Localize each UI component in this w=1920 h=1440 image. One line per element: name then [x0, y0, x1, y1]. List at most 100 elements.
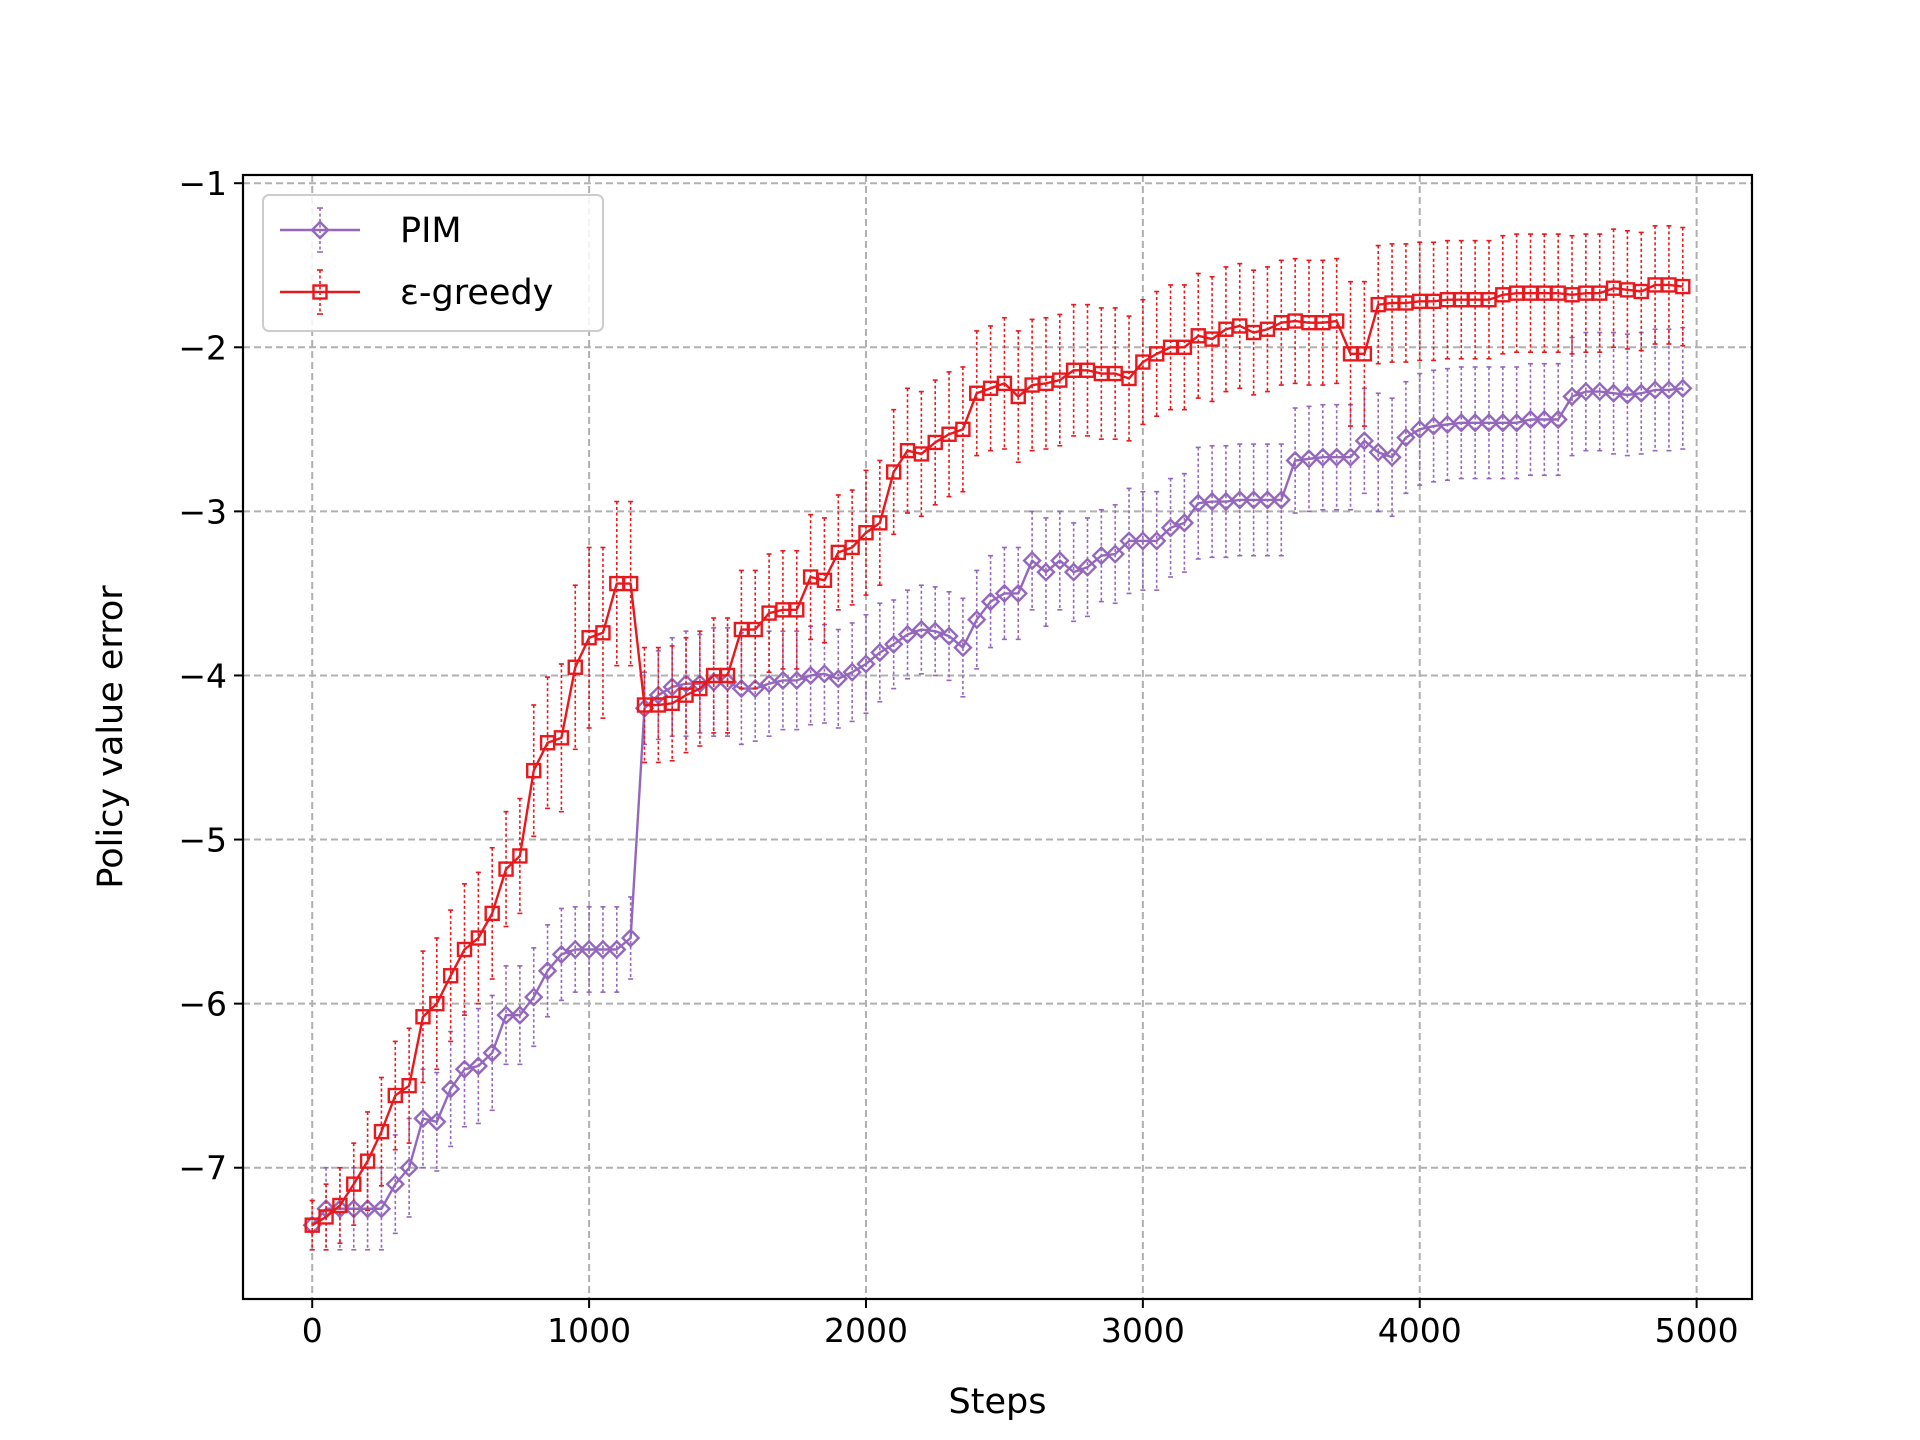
data-point: [429, 995, 445, 1012]
data-point: [553, 730, 570, 746]
data-point: [967, 609, 987, 630]
data-point: [399, 1158, 419, 1178]
x-tick-label: 0: [302, 1311, 323, 1350]
data-point: [1022, 550, 1042, 571]
data-point: [512, 848, 528, 864]
data-point: [387, 1087, 403, 1104]
data-point: [524, 987, 544, 1007]
data-point: [883, 634, 904, 654]
data-point: [484, 905, 500, 922]
data-point: [1204, 331, 1220, 347]
x-tick-label: 2000: [824, 1311, 908, 1350]
y-tick-label: −7: [178, 1149, 227, 1188]
data-point: [1479, 413, 1499, 433]
x-tick-label: 3000: [1101, 1311, 1185, 1350]
y-tick-label: −1: [178, 164, 227, 203]
data-point: [498, 861, 514, 877]
data-point: [470, 930, 487, 946]
data-point: [1328, 313, 1345, 329]
data-point: [620, 928, 641, 948]
data-point: [1271, 490, 1291, 510]
data-point: [442, 968, 459, 984]
data-point: [526, 762, 542, 779]
data-point: [607, 939, 627, 960]
y-tick-label: −3: [178, 492, 227, 531]
data-point: [468, 1056, 489, 1076]
data-point: [664, 695, 680, 712]
x-tick-label: 5000: [1655, 1311, 1739, 1350]
data-point: [1230, 490, 1250, 510]
data-point: [1520, 409, 1541, 430]
data-point: [1356, 346, 1373, 362]
x-tick-label: 1000: [547, 1311, 631, 1350]
data-point: [816, 572, 833, 588]
data-point: [980, 591, 1001, 612]
data-point: [1493, 413, 1513, 433]
data-point: [440, 1079, 461, 1099]
y-tick-label: −5: [178, 821, 227, 860]
data-point: [885, 464, 902, 480]
data-point: [953, 637, 973, 658]
data-point: [1077, 557, 1098, 577]
data-point: [373, 1123, 390, 1140]
data-point: [719, 667, 736, 684]
legend-label: ε-greedy: [400, 273, 553, 313]
data-point: [787, 670, 807, 691]
data-point: [1645, 380, 1665, 400]
data-point: [1160, 518, 1181, 538]
data-point: [1534, 409, 1555, 430]
series-epsilon-greedy: [304, 225, 1691, 1251]
data-point: [1576, 381, 1596, 402]
data-point: [567, 659, 583, 675]
legend-label: PIM: [400, 211, 462, 251]
data-point: [332, 1197, 348, 1214]
grid-lines: [243, 175, 1752, 1299]
data-point: [1257, 490, 1278, 510]
data-point: [955, 421, 971, 438]
data-point: [844, 539, 860, 556]
data-point: [1465, 413, 1485, 433]
data-point: [789, 602, 805, 618]
legend-entry-epsilon-greedy: ε-greedy: [280, 269, 553, 315]
data-point: [579, 939, 599, 960]
data-point: [731, 678, 752, 699]
y-tick-label: −2: [178, 328, 227, 367]
data-point: [482, 1043, 502, 1063]
data-point: [773, 670, 793, 691]
ticks: 0 1000 2000 3000 4000 5000 −7 −6 −5 −4 −3 −2 −1: [178, 164, 1738, 1350]
data-point: [1119, 531, 1139, 551]
data-point: [994, 583, 1015, 604]
data-point: [1451, 413, 1471, 433]
data-point: [565, 939, 585, 960]
legend-marker: [312, 284, 328, 300]
data-point: [537, 961, 558, 981]
data-point: [1382, 447, 1402, 467]
data-point: [1050, 550, 1070, 571]
data-point: [1121, 370, 1137, 387]
data-point: [925, 621, 945, 641]
data-point: [1243, 490, 1264, 510]
data-point: [1368, 442, 1388, 463]
data-point: [856, 654, 876, 674]
series-layer: [302, 225, 1693, 1251]
data-point: [870, 642, 890, 663]
legend-entry-pim: PIM: [280, 207, 462, 253]
legend: PIM ε-greedy: [262, 194, 604, 332]
data-point: [872, 515, 888, 531]
data-point: [747, 621, 763, 638]
data-point: [927, 434, 943, 451]
data-point: [1176, 339, 1193, 355]
data-point: [1354, 431, 1375, 451]
data-point: [622, 575, 639, 592]
data-point: [692, 680, 708, 697]
data-point: [1105, 544, 1125, 564]
data-point: [1340, 447, 1361, 467]
data-point: [1603, 383, 1624, 403]
data-point: [1010, 388, 1026, 405]
data-point: [1548, 409, 1568, 430]
data-point: [814, 664, 835, 684]
x-tick-label: 4000: [1378, 1311, 1462, 1350]
data-point: [595, 625, 611, 641]
plot-frame: [241, 173, 1754, 1301]
